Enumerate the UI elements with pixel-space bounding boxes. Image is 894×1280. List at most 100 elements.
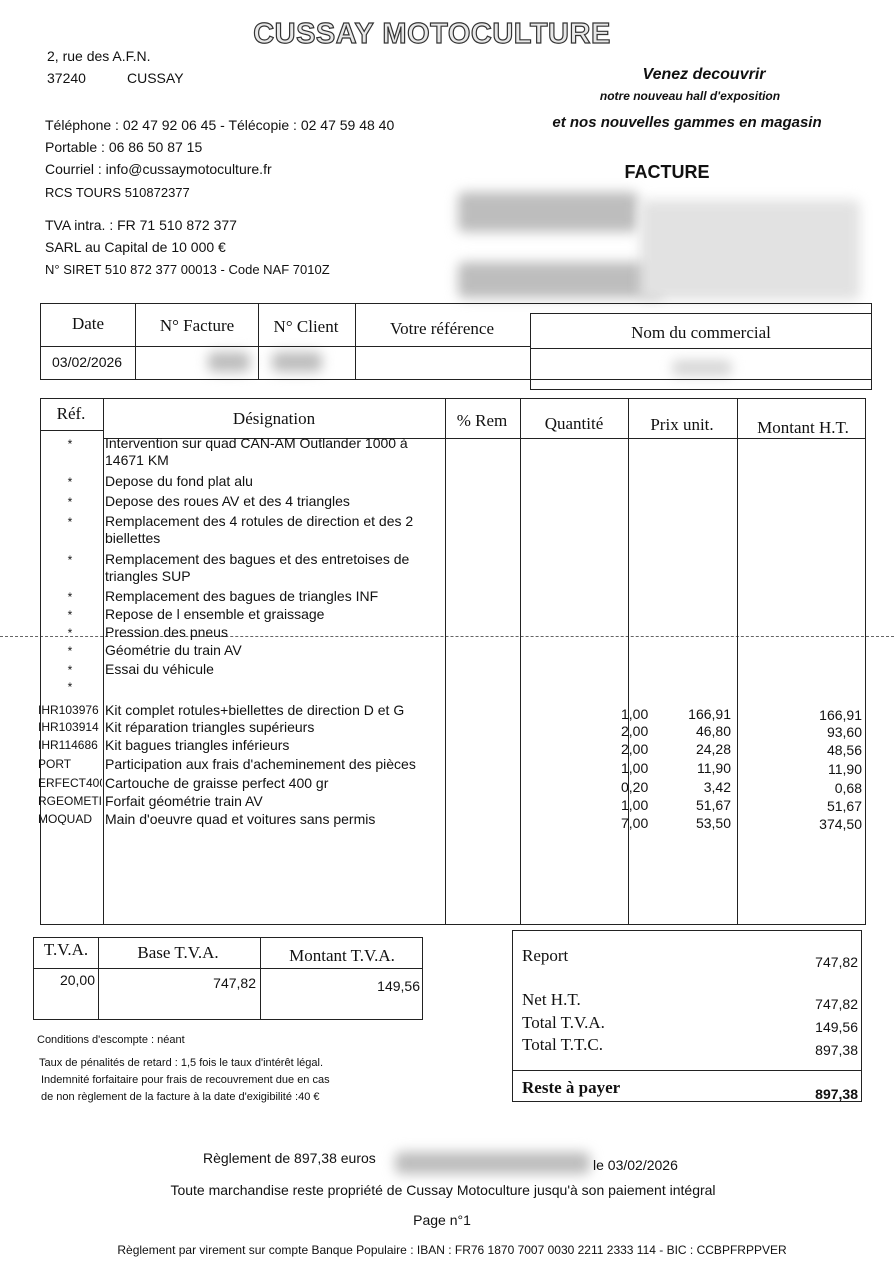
item-designation: Kit complet rotules+biellettes de direct… xyxy=(105,702,405,718)
item-amount: 93,60 xyxy=(826,724,862,740)
fold-line xyxy=(0,636,894,637)
item-unit-price: 166,91 xyxy=(688,706,731,722)
item-designation: Participation aux frais d'acheminement d… xyxy=(105,756,416,772)
item-designation: Remplacement des 4 rotules de direction … xyxy=(105,513,414,529)
vat-rate: 20,00 xyxy=(59,972,95,988)
column-header: Montant H.T. xyxy=(757,418,849,437)
redacted-address xyxy=(458,262,663,298)
row-rule xyxy=(103,438,866,439)
total-value: 747,82 xyxy=(815,996,858,1012)
item-ref: * xyxy=(67,591,73,603)
contact-line: SARL au Capital de 10 000 € xyxy=(45,239,226,255)
vat-base: 747,82 xyxy=(213,975,256,991)
item-ref: * xyxy=(67,496,73,508)
redacted-client-number xyxy=(272,352,322,372)
column-header: Nom du commercial xyxy=(631,323,771,342)
condition-line: Conditions d'escompte : néant xyxy=(37,1034,185,1046)
column-rule xyxy=(445,398,446,925)
column-rule xyxy=(103,398,104,925)
item-unit-price: 51,67 xyxy=(695,797,731,813)
item-designation: Main d'oeuvre quad et voitures sans perm… xyxy=(105,811,376,827)
column-header: Base T.V.A. xyxy=(137,943,219,962)
item-ref: * xyxy=(67,516,73,528)
column-rule xyxy=(260,937,261,1020)
item-quantity: 2,00 xyxy=(621,741,649,757)
item-designation: Depose du fond plat alu xyxy=(105,473,253,489)
column-rule xyxy=(628,398,629,925)
row-rule xyxy=(33,968,423,969)
total-label: Net H.T. xyxy=(522,990,581,1009)
column-header: Désignation xyxy=(232,409,316,428)
item-designation: Remplacement des bagues et des entretois… xyxy=(105,551,410,567)
item-designation: Depose des roues AV et des 4 triangles xyxy=(105,493,350,509)
redacted-invoice-number xyxy=(208,352,250,372)
column-rule xyxy=(355,303,356,380)
item-designation: Forfait géométrie train AV xyxy=(105,793,263,809)
condition-line: de non règlement de la facture à la date… xyxy=(41,1091,320,1103)
column-header: Votre référence xyxy=(390,319,494,338)
item-ref: RGEOMETI xyxy=(38,795,102,807)
item-unit-price: 24,28 xyxy=(695,741,731,757)
total-value: 897,38 xyxy=(815,1042,858,1058)
item-amount: 11,90 xyxy=(828,761,862,777)
item-amount: 48,56 xyxy=(826,742,862,758)
items-table xyxy=(40,398,866,925)
column-header: Prix unit. xyxy=(650,415,714,434)
column-header: Réf. xyxy=(56,404,86,423)
item-quantity: 0,20 xyxy=(621,779,649,795)
item-ref: * xyxy=(67,664,73,676)
item-ref: * xyxy=(67,554,73,566)
total-label: Report xyxy=(522,946,569,965)
contact-line: Portable : 06 86 50 87 15 xyxy=(45,139,203,155)
item-ref: * xyxy=(67,609,73,621)
bank-details: Règlement par virement sur compte Banque… xyxy=(117,1243,787,1257)
item-unit-price: 53,50 xyxy=(695,815,731,831)
item-designation: Repose de l ensemble et graissage xyxy=(105,606,325,622)
invoice-date: 03/02/2026 xyxy=(52,354,123,370)
row-rule xyxy=(512,1070,862,1071)
item-designation: 14671 KM xyxy=(105,452,169,468)
item-unit-price: 46,80 xyxy=(695,723,731,739)
item-ref: * xyxy=(67,476,73,488)
row-rule xyxy=(40,346,530,347)
item-ref: PORT xyxy=(38,758,72,770)
payment-line: Règlement de 897,38 euros xyxy=(203,1150,376,1166)
item-ref: * xyxy=(67,627,73,639)
slogan: notre nouveau hall d'exposition xyxy=(599,89,781,103)
item-ref: IHR114686 xyxy=(38,739,98,751)
row-rule xyxy=(40,430,103,431)
item-amount: 51,67 xyxy=(826,798,862,814)
city: CUSSAY xyxy=(127,70,184,86)
vat-table xyxy=(33,937,423,1020)
vat-amount: 149,56 xyxy=(377,978,420,994)
total-value: 149,56 xyxy=(815,1019,858,1035)
condition-line: Indemnité forfaitaire pour frais de reco… xyxy=(41,1074,330,1086)
item-quantity: 2,00 xyxy=(621,723,649,739)
contact-line: Téléphone : 02 47 92 06 45 - Télécopie :… xyxy=(45,117,395,133)
item-designation: Intervention sur quad CAN-AM Outlander 1… xyxy=(105,435,408,451)
scan-noise xyxy=(640,200,860,300)
slogan: et nos nouvelles gammes en magasin xyxy=(552,114,822,131)
postcode: 37240 xyxy=(47,70,86,86)
item-quantity: 1,00 xyxy=(621,706,649,722)
item-designation: Remplacement des bagues de triangles INF xyxy=(105,588,379,604)
redacted-address xyxy=(458,192,638,232)
column-header: Quantité xyxy=(544,414,604,433)
ownership-clause: Toute marchandise reste propriété de Cus… xyxy=(170,1182,716,1198)
column-rule xyxy=(135,303,136,380)
item-designation: biellettes xyxy=(105,530,161,546)
contact-line: TVA intra. : FR 71 510 872 377 xyxy=(45,217,237,233)
item-amount: 374,50 xyxy=(819,816,862,832)
redacted-salesperson xyxy=(672,360,732,376)
item-quantity: 7,00 xyxy=(621,815,649,831)
column-header: T.V.A. xyxy=(43,940,89,959)
item-ref: * xyxy=(67,438,73,450)
item-unit-price: 11,90 xyxy=(697,760,731,776)
column-header: N° Client xyxy=(273,317,339,336)
street: 2, rue des A.F.N. xyxy=(47,48,151,64)
item-amount: 166,91 xyxy=(819,707,862,723)
item-designation: Cartouche de graisse perfect 400 gr xyxy=(105,775,329,791)
row-rule xyxy=(530,348,872,349)
total-value: 747,82 xyxy=(815,954,858,970)
document-type: FACTURE xyxy=(624,162,710,182)
